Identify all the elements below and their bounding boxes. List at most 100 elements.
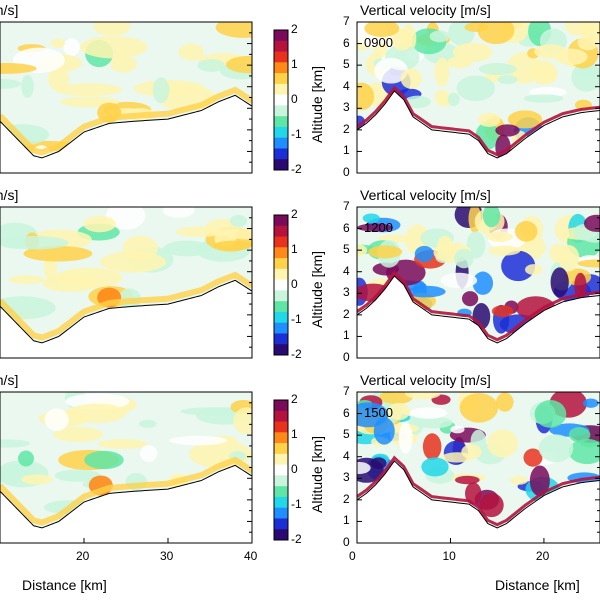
velocity-blob: [55, 267, 123, 288]
panel-title: [m/s]: [0, 372, 19, 388]
colorbar-swatch: [274, 105, 288, 117]
y-tick-label: 0: [343, 350, 350, 364]
velocity-blob: [54, 83, 123, 97]
x-tick-label: 30: [160, 549, 174, 563]
velocity-blob: [0, 439, 30, 448]
velocity-blob: [461, 291, 479, 307]
colorbar-tick-label: -1: [291, 497, 302, 511]
terrain-mask: [0, 95, 252, 173]
velocity-blob: [538, 65, 558, 84]
velocity-blob: [568, 427, 591, 443]
colorbar-tick-label: 2: [291, 392, 298, 406]
y-tick-label: 3: [343, 100, 350, 115]
colorbar-swatch: [274, 30, 288, 42]
velocity-blob: [488, 245, 521, 256]
velocity-blob: [482, 207, 501, 228]
colorbar-swatch: [274, 443, 288, 455]
y-tick-label: 4: [343, 78, 350, 93]
velocity-blob: [357, 223, 394, 232]
velocity-blob: [554, 48, 588, 65]
velocity-blob: [54, 469, 101, 482]
velocity-blob: [440, 272, 478, 289]
velocity-blob: [0, 62, 37, 74]
colorbar-swatch: [274, 322, 288, 334]
velocity-blob: [83, 215, 116, 233]
velocity-blob: [496, 392, 514, 412]
velocity-blob: [0, 79, 21, 89]
colorbar-swatch: [274, 279, 288, 291]
terrain-mask: [0, 465, 252, 543]
colorbar-swatch: [274, 159, 288, 171]
colorbar-swatch: [274, 496, 288, 509]
velocity-blob: [472, 271, 494, 295]
velocity-blob: [550, 267, 569, 298]
velocity-blob: [374, 57, 408, 84]
velocity-blob: [370, 457, 387, 470]
velocity-blob: [162, 207, 195, 218]
y-tick-label: 6: [343, 220, 350, 235]
velocity-blob: [368, 245, 403, 259]
velocity-blob: [491, 305, 514, 318]
velocity-blob: [398, 422, 413, 454]
colorbar-swatch: [274, 453, 288, 466]
velocity-blob: [461, 444, 482, 459]
colorbar-swatch: [274, 247, 288, 259]
velocity-blob: [450, 425, 465, 434]
velocity-blob: [357, 82, 375, 111]
velocity-blob: [454, 248, 474, 269]
colorbar-tick-label: 0: [291, 462, 298, 476]
colorbar-tick-label: 2: [291, 207, 298, 221]
velocity-blob: [529, 465, 550, 497]
terrain-line: [356, 90, 600, 159]
velocity-blob: [414, 245, 434, 263]
y-tick-label: 7: [343, 199, 350, 213]
colorbar-tick-label: 1: [291, 57, 298, 71]
velocity-blob: [98, 438, 148, 449]
colorbar-swatch: [274, 137, 288, 149]
colorbar-swatch: [274, 486, 288, 498]
velocity-blob: [459, 393, 499, 423]
velocity-blob: [175, 226, 223, 238]
velocity-blob: [568, 438, 600, 465]
velocity-blob: [0, 235, 69, 250]
colorbar-swatch: [274, 518, 288, 530]
colorbar-swatch: [274, 51, 288, 63]
colorbar-swatch: [274, 148, 288, 160]
velocity-blob: [447, 92, 460, 107]
velocity-blob: [583, 214, 600, 233]
velocity-blob: [523, 94, 564, 103]
terrain-mask: [357, 276, 600, 358]
velocity-blob: [558, 245, 580, 272]
terrain-line: [0, 94, 253, 159]
colorbar-frame: [273, 399, 289, 541]
velocity-blob: [50, 38, 66, 49]
velocity-blob: [421, 457, 449, 477]
velocity-blob: [452, 42, 493, 63]
velocity-blob: [477, 22, 515, 45]
surface-band: [357, 455, 600, 527]
colorbar-swatch: [274, 126, 288, 139]
velocity-blob: [357, 461, 371, 474]
velocity-blob: [414, 416, 453, 429]
colorbar-swatch: [274, 311, 288, 324]
terrain-line: [356, 460, 600, 529]
y-tick-label: 6: [343, 35, 350, 50]
colorbar-swatch: [274, 333, 288, 345]
velocity-blob: [571, 62, 600, 92]
velocity-blob: [478, 63, 517, 76]
y-axis-label: Altitude [km]: [309, 435, 325, 513]
velocity-blob: [486, 231, 513, 243]
velocity-blob: [362, 213, 380, 223]
velocity-blob: [501, 250, 536, 282]
panel-title: Vertical velocity [m/s]: [360, 187, 491, 203]
colorbar-swatch: [274, 432, 288, 444]
y-tick-label: 5: [343, 57, 350, 72]
velocity-blob: [565, 22, 589, 36]
velocity-blob: [577, 259, 600, 268]
colorbar-swatch: [274, 40, 288, 53]
colorbar-swatch: [274, 62, 288, 74]
colorbar-swatch: [274, 475, 288, 487]
y-tick-label: 6: [343, 405, 350, 420]
velocity-blob: [357, 402, 389, 428]
